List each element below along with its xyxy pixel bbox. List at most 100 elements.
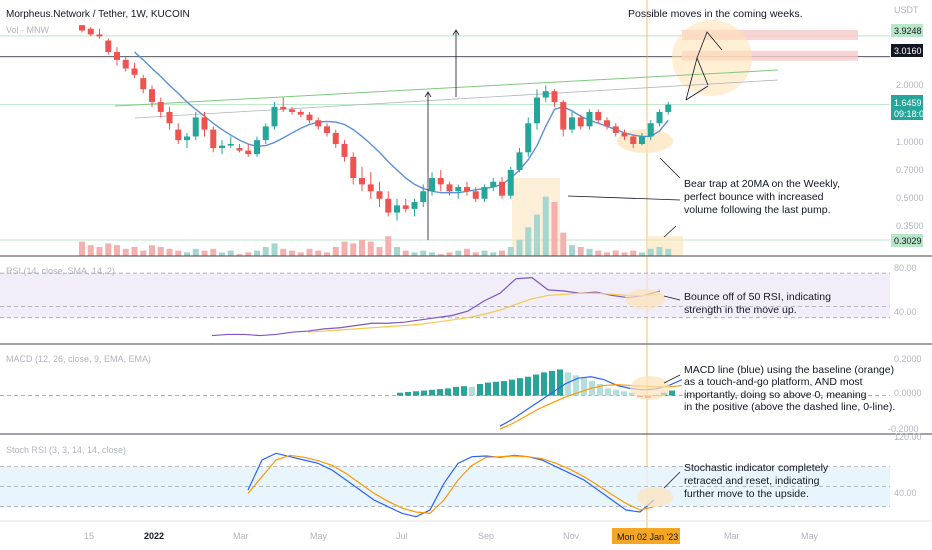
macd-histogram-bar (445, 388, 451, 396)
candle-body (595, 111, 602, 121)
drawings-layer (424, 29, 723, 240)
candle-body (131, 68, 138, 75)
volume-bar (411, 252, 418, 256)
macd-title[interactable]: MACD (12, 26, close, 9, EMA, EMA) (6, 354, 151, 364)
macd-note-line: MACD line (blue) using the baseline (ora… (684, 364, 894, 376)
volume-bar (79, 241, 85, 256)
candle-body (192, 117, 199, 137)
stoch-note-line: retraced and reset, indicating (684, 475, 820, 487)
candle-body (472, 191, 479, 199)
volume-bar (131, 247, 138, 256)
volume-bar (175, 250, 182, 256)
candle-body (280, 106, 287, 110)
target-zone-mid (682, 50, 858, 61)
volume-bar (105, 243, 112, 256)
candle-body (604, 120, 610, 127)
projection-path (696, 31, 723, 59)
volume-bar (245, 252, 252, 256)
volume-bar (367, 241, 374, 256)
macd-histogram-bar (557, 369, 563, 396)
candle-body (534, 97, 540, 124)
stoch-axis-tick: 120.00 (894, 432, 922, 442)
volume-bar (647, 248, 654, 256)
candle-body (149, 89, 155, 103)
macd-note-line: importantly, doing so above 0, meaning (684, 389, 867, 401)
candle-body (79, 25, 85, 31)
candle-body (481, 187, 488, 199)
volume-title[interactable]: Vol · MNW (6, 25, 50, 35)
candle-body (420, 191, 427, 203)
bear-trap-line: perfect bounce with increased (684, 191, 824, 203)
ma20-line (134, 51, 669, 194)
candle-body (569, 117, 575, 130)
volume-bar (542, 196, 549, 256)
volume-bar (306, 248, 313, 256)
bear-trap-line: Bear trap at 20MA on the Weekly, (684, 178, 840, 190)
volume-bar (184, 252, 190, 256)
macd-histogram-bar (581, 378, 587, 396)
candle-body (560, 102, 567, 130)
candle-body (516, 152, 523, 170)
target-mid-price: 3.0160 (894, 46, 922, 56)
rsi-note-line: Bounce off of 50 RSI, indicating (684, 291, 831, 303)
price-tick: 2.0000 (896, 80, 924, 90)
bear-trap-line: volume following the last pump. (684, 204, 831, 216)
volume-layer (79, 196, 672, 256)
volume-bar (262, 247, 269, 256)
macd-histogram-bar (421, 390, 427, 396)
price-lines-layer (114, 51, 779, 194)
macd-histogram-bar (405, 392, 411, 396)
candle-body (586, 111, 593, 127)
stoch-note-line: further move to the upside. (684, 488, 809, 500)
volume-bar (192, 248, 199, 256)
target-zone-highlight (672, 20, 752, 96)
candle-body (227, 144, 234, 146)
volume-bar (569, 245, 575, 256)
volume-bar (577, 247, 584, 256)
candle-body (499, 181, 505, 196)
candle-body (122, 59, 129, 69)
candle-body (455, 187, 462, 192)
symbol-title[interactable]: Morpheus.Network / Tether, 1W, KUCOIN (6, 9, 190, 20)
candle-body (297, 111, 304, 115)
macd-histogram-bar (629, 392, 635, 396)
volume-bar (280, 248, 287, 256)
candle-body (367, 184, 374, 192)
rsi-title[interactable]: RSI (14, close, SMA, 14, 2) (6, 266, 115, 276)
candle-body (245, 150, 252, 155)
candle-body (411, 202, 418, 209)
candle-body (271, 106, 278, 127)
volume-bar (219, 252, 225, 256)
macd-histogram-bar (541, 372, 547, 396)
volume-value: 0.3029 (894, 236, 922, 246)
currency-label: USDT (894, 5, 919, 15)
candle-body (376, 191, 383, 199)
volume-bar (166, 248, 173, 256)
volume-bar (122, 248, 129, 256)
volume-bar (612, 250, 619, 256)
macd-touch-highlight (630, 376, 670, 400)
volume-bar (87, 245, 94, 256)
stoch-title[interactable]: Stoch RSI (3, 3, 14, 14, close) (6, 445, 126, 455)
volume-bar (376, 247, 383, 256)
volume-bar (621, 252, 628, 256)
candle-body (542, 91, 549, 98)
candle-body (437, 178, 444, 185)
macd-histogram-bar (621, 391, 627, 396)
target-high-badge: 3.9248 (891, 24, 923, 37)
volume-bar (595, 250, 602, 256)
volume-bar (586, 248, 593, 256)
pointer-arrow (567, 195, 681, 201)
bar-countdown: 09:18:04 (894, 109, 929, 119)
pointer-arrow (663, 295, 681, 301)
time-tick: Mar (724, 531, 740, 541)
macd-histogram-bar (485, 382, 491, 396)
volume-badge: 0.3029 (891, 234, 923, 247)
candle-body (105, 40, 112, 53)
macd-histogram-bar (525, 376, 531, 396)
macd-histogram-bar (605, 388, 611, 396)
crosshair-time-badge (612, 528, 680, 544)
rsi-signal-line (307, 292, 661, 333)
volume-bar (341, 241, 348, 256)
grid-layer (0, 0, 890, 528)
